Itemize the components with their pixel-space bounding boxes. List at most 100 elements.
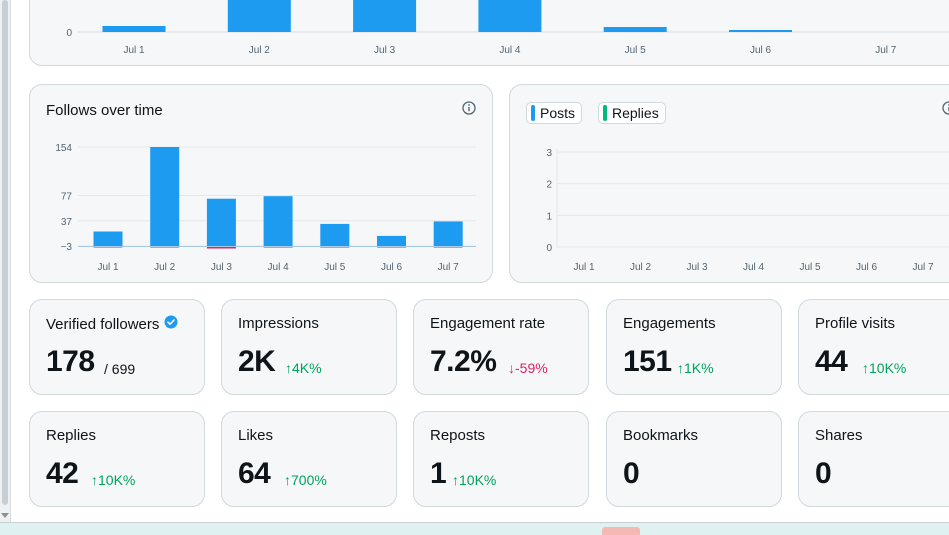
stat-value: 2K	[238, 345, 276, 378]
stat-label: Impressions	[238, 315, 319, 332]
x-tick-label: Jul 5	[625, 45, 647, 56]
bar-negative	[206, 246, 236, 249]
stat-label: Profile visits	[815, 315, 896, 332]
stat-replies[interactable]: Replies 42 ↑10K%	[29, 411, 205, 507]
stat-label: Bookmarks	[623, 427, 699, 444]
stat-value: 1	[430, 457, 447, 490]
bar	[478, 0, 542, 32]
bar	[353, 0, 417, 32]
taskbar-strip	[0, 522, 949, 535]
scroll-down-arrow-icon[interactable]	[1, 513, 9, 518]
x-tick-label: Jul 4	[743, 262, 765, 273]
y-tick-label: 1	[546, 211, 552, 222]
bar	[206, 198, 236, 246]
y-tick-label: 37	[61, 217, 73, 228]
top-chart-card: 0 Jul 1 Jul 2 Jul 3 Jul 4 Jul 5 Jul 6 Jul 7	[29, 0, 949, 66]
legend-posts[interactable]: Posts	[526, 102, 583, 124]
stat-label: Engagement rate	[430, 315, 546, 332]
stat-label: Engagements	[623, 315, 716, 332]
x-tick-label: Jul 5	[799, 262, 821, 273]
taskbar-item[interactable]	[602, 527, 640, 535]
stat-profile-visits[interactable]: Profile visits 44 ↑10K%	[798, 299, 949, 395]
y-tick-label: 2	[546, 180, 552, 191]
follows-card-title: Follows over time	[46, 102, 163, 119]
y-tick-label: 0	[546, 243, 552, 254]
follows-over-time-card: Follows over time −3 37 77 154 Jul 1 Jul 2 Jul…	[29, 84, 493, 283]
stat-total: / 699	[104, 361, 136, 377]
x-tick-label: Jul 2	[154, 262, 176, 273]
bar	[263, 196, 293, 246]
x-tick-label: Jul 7	[438, 262, 460, 273]
bar	[603, 27, 667, 32]
stat-engagement-rate[interactable]: Engagement rate 7.2% ↓-59%	[413, 299, 589, 395]
stat-impressions[interactable]: Impressions 2K ↑4K%	[221, 299, 397, 395]
stat-delta: ↑4K%	[285, 360, 322, 376]
stat-label: Reposts	[430, 427, 486, 444]
x-tick-label: Jul 4	[499, 45, 521, 56]
legend-posts-label: Posts	[540, 105, 576, 121]
bar	[320, 223, 350, 246]
stat-reposts[interactable]: Reposts 1 ↑10K%	[413, 411, 589, 507]
bar	[93, 231, 123, 246]
x-tick-label: Jul 3	[211, 262, 233, 273]
stat-label-wrap: Verified followers	[46, 315, 178, 333]
stat-label: Shares	[815, 427, 863, 444]
bar	[150, 147, 180, 246]
bar	[227, 0, 291, 32]
stat-delta: ↑10K%	[452, 472, 497, 488]
legend-replies-label: Replies	[612, 105, 659, 121]
x-tick-label: Jul 2	[630, 262, 652, 273]
x-tick-label: Jul 1	[97, 262, 119, 273]
x-tick-label: Jul 4	[268, 262, 290, 273]
posts-swatch	[531, 105, 535, 121]
posts-replies-chart: 0 1 2 3 Jul 1 Jul 2 Jul 3 Jul 4 Jul 5 Jul 6 Jul 7	[546, 148, 949, 273]
legend-replies[interactable]: Replies	[598, 102, 666, 124]
stat-value: 0	[815, 457, 832, 490]
posts-replies-card: Posts Replies 0 1 2 3 Jul 1 Jul 2 Jul 3 Jul 4 Ju…	[509, 84, 949, 283]
stat-verified-followers[interactable]: Verified followers 178 / 699	[29, 299, 205, 395]
stat-delta: ↑700%	[284, 472, 327, 488]
browser-left-scrollbar[interactable]	[0, 0, 11, 534]
x-tick-label: Jul 2	[249, 45, 271, 56]
stat-value: 0	[623, 457, 640, 490]
stat-shares[interactable]: Shares 0	[798, 411, 949, 507]
x-tick-label: Jul 6	[856, 262, 878, 273]
stat-label: Verified followers	[46, 315, 160, 333]
stat-delta: ↓-59%	[508, 360, 548, 376]
stat-likes[interactable]: Likes 64 ↑700%	[221, 411, 397, 507]
x-tick-label: Jul 7	[875, 45, 897, 56]
y-tick-label: 154	[55, 143, 72, 154]
x-tick-label: Jul 1	[123, 45, 145, 56]
bar	[433, 221, 463, 246]
stat-value: 151	[623, 345, 672, 378]
x-tick-label: Jul 1	[573, 262, 595, 273]
stat-label: Likes	[238, 427, 274, 444]
replies-swatch	[603, 105, 607, 121]
x-tick-label: Jul 7	[912, 262, 934, 273]
y-tick-label: 0	[66, 28, 72, 39]
stat-value: 7.2%	[430, 345, 497, 378]
stat-delta: ↑10K%	[91, 472, 136, 488]
info-icon[interactable]	[462, 101, 476, 120]
y-tick-label: −3	[61, 242, 73, 253]
bar	[377, 235, 406, 246]
stat-bookmarks[interactable]: Bookmarks 0	[606, 411, 782, 507]
verified-badge-icon	[164, 315, 178, 333]
x-tick-label: Jul 6	[750, 45, 772, 56]
stat-value: 44	[815, 345, 848, 378]
stat-engagements[interactable]: Engagements 151 ↑1K%	[606, 299, 782, 395]
y-tick-label: 3	[546, 148, 552, 159]
stat-delta: ↑1K%	[677, 360, 714, 376]
top-bar-chart: 0 Jul 1 Jul 2 Jul 3 Jul 4 Jul 5 Jul 6 Jul 7	[66, 0, 949, 56]
bar	[729, 30, 792, 32]
stat-label: Replies	[46, 427, 97, 444]
x-tick-label: Jul 5	[324, 262, 346, 273]
scrollbar-thumb[interactable]	[2, 0, 8, 505]
y-tick-label: 77	[61, 192, 73, 203]
x-tick-label: Jul 3	[374, 45, 396, 56]
stat-value: 178	[46, 345, 95, 378]
bar	[102, 26, 166, 32]
x-tick-label: Jul 6	[381, 262, 403, 273]
follows-bar-chart: −3 37 77 154 Jul 1 Jul 2 Jul 3 Jul 4 Jul 5 Jul 6 J…	[55, 143, 476, 273]
x-tick-label: Jul 3	[686, 262, 708, 273]
